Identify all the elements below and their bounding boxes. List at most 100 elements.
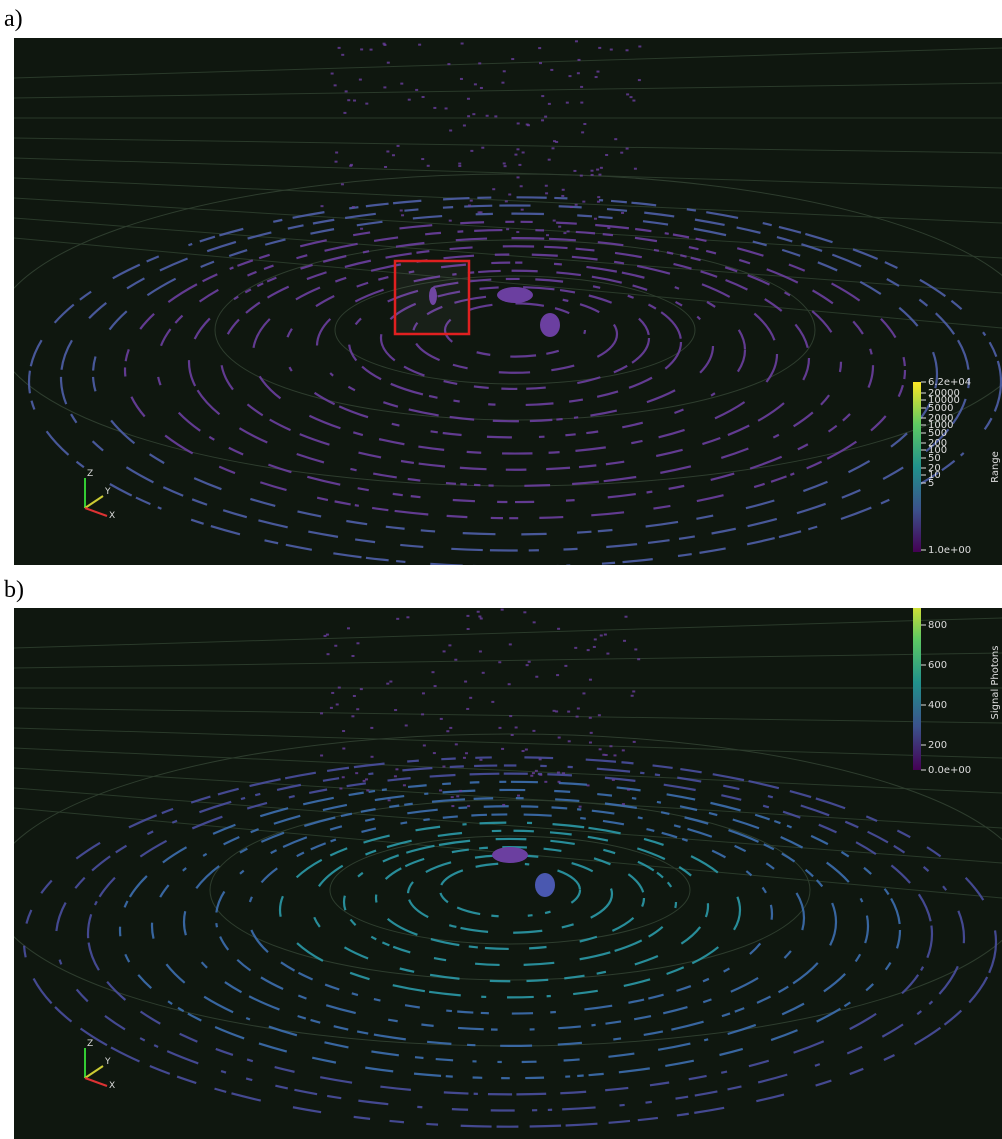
point (589, 717, 592, 719)
point (558, 737, 561, 739)
point (538, 47, 541, 49)
point (532, 772, 535, 774)
point (517, 176, 520, 178)
point (338, 687, 341, 689)
point (589, 679, 592, 681)
point (558, 781, 561, 783)
point (558, 226, 561, 228)
point (632, 100, 635, 102)
point (508, 683, 511, 685)
point (596, 71, 599, 73)
point (351, 715, 354, 717)
point (598, 47, 601, 49)
point (548, 159, 551, 161)
point (514, 154, 517, 156)
point (528, 661, 531, 663)
point (498, 727, 501, 729)
point (594, 218, 597, 220)
point (421, 713, 424, 715)
point (622, 749, 625, 751)
point (597, 201, 600, 203)
point (330, 707, 333, 709)
point (353, 100, 356, 102)
point (498, 661, 501, 663)
point (449, 129, 452, 131)
point (573, 170, 576, 172)
point (491, 701, 494, 703)
point (502, 804, 505, 806)
point (349, 165, 352, 167)
point (563, 232, 566, 234)
point (470, 150, 473, 152)
point (492, 188, 495, 190)
point (579, 806, 582, 808)
point (403, 784, 406, 786)
point (388, 799, 391, 801)
point (533, 621, 536, 623)
point (386, 150, 389, 152)
point (434, 685, 437, 687)
point (427, 165, 430, 167)
point (614, 138, 617, 140)
point (511, 734, 514, 736)
point (342, 730, 345, 732)
point (389, 681, 392, 683)
point (422, 692, 425, 694)
point (544, 781, 547, 783)
point (518, 164, 521, 166)
colorbar-tick-label: 800 (928, 620, 947, 631)
point (535, 676, 538, 678)
point (561, 195, 564, 197)
point (597, 196, 600, 198)
point (566, 102, 569, 104)
point (423, 744, 426, 746)
point (521, 209, 524, 211)
point (539, 62, 542, 64)
point (469, 697, 472, 699)
point (360, 228, 363, 230)
colorbar (913, 595, 921, 770)
point (593, 646, 596, 648)
point (341, 54, 344, 56)
point (418, 44, 421, 46)
point (503, 162, 506, 164)
point (360, 48, 363, 50)
point (580, 175, 583, 177)
axis-label: Z (87, 469, 93, 479)
point (480, 618, 483, 620)
point (509, 715, 512, 717)
point (525, 749, 528, 751)
point (567, 230, 570, 232)
point (472, 113, 475, 115)
axis-label: Y (104, 1057, 111, 1067)
colorbar-tick-label: 600 (928, 660, 947, 671)
point (365, 778, 368, 780)
point (342, 776, 345, 778)
point (466, 615, 469, 617)
point (460, 78, 463, 80)
point (467, 98, 470, 100)
point (613, 754, 616, 756)
point (479, 759, 482, 761)
point (415, 89, 418, 91)
point (575, 40, 578, 42)
point (464, 681, 467, 683)
point (562, 772, 565, 774)
point (545, 192, 548, 194)
point (598, 174, 601, 176)
point (359, 79, 362, 81)
point (406, 616, 409, 618)
point (481, 147, 484, 149)
point (577, 59, 580, 61)
point (583, 123, 586, 125)
point (449, 727, 452, 729)
point (599, 748, 602, 750)
point (604, 634, 607, 636)
point (394, 709, 397, 711)
point (595, 76, 598, 78)
point (530, 775, 533, 777)
point (621, 212, 624, 214)
point (392, 154, 395, 156)
colorbar-tick-label: 5 (928, 478, 934, 489)
point (338, 47, 341, 49)
